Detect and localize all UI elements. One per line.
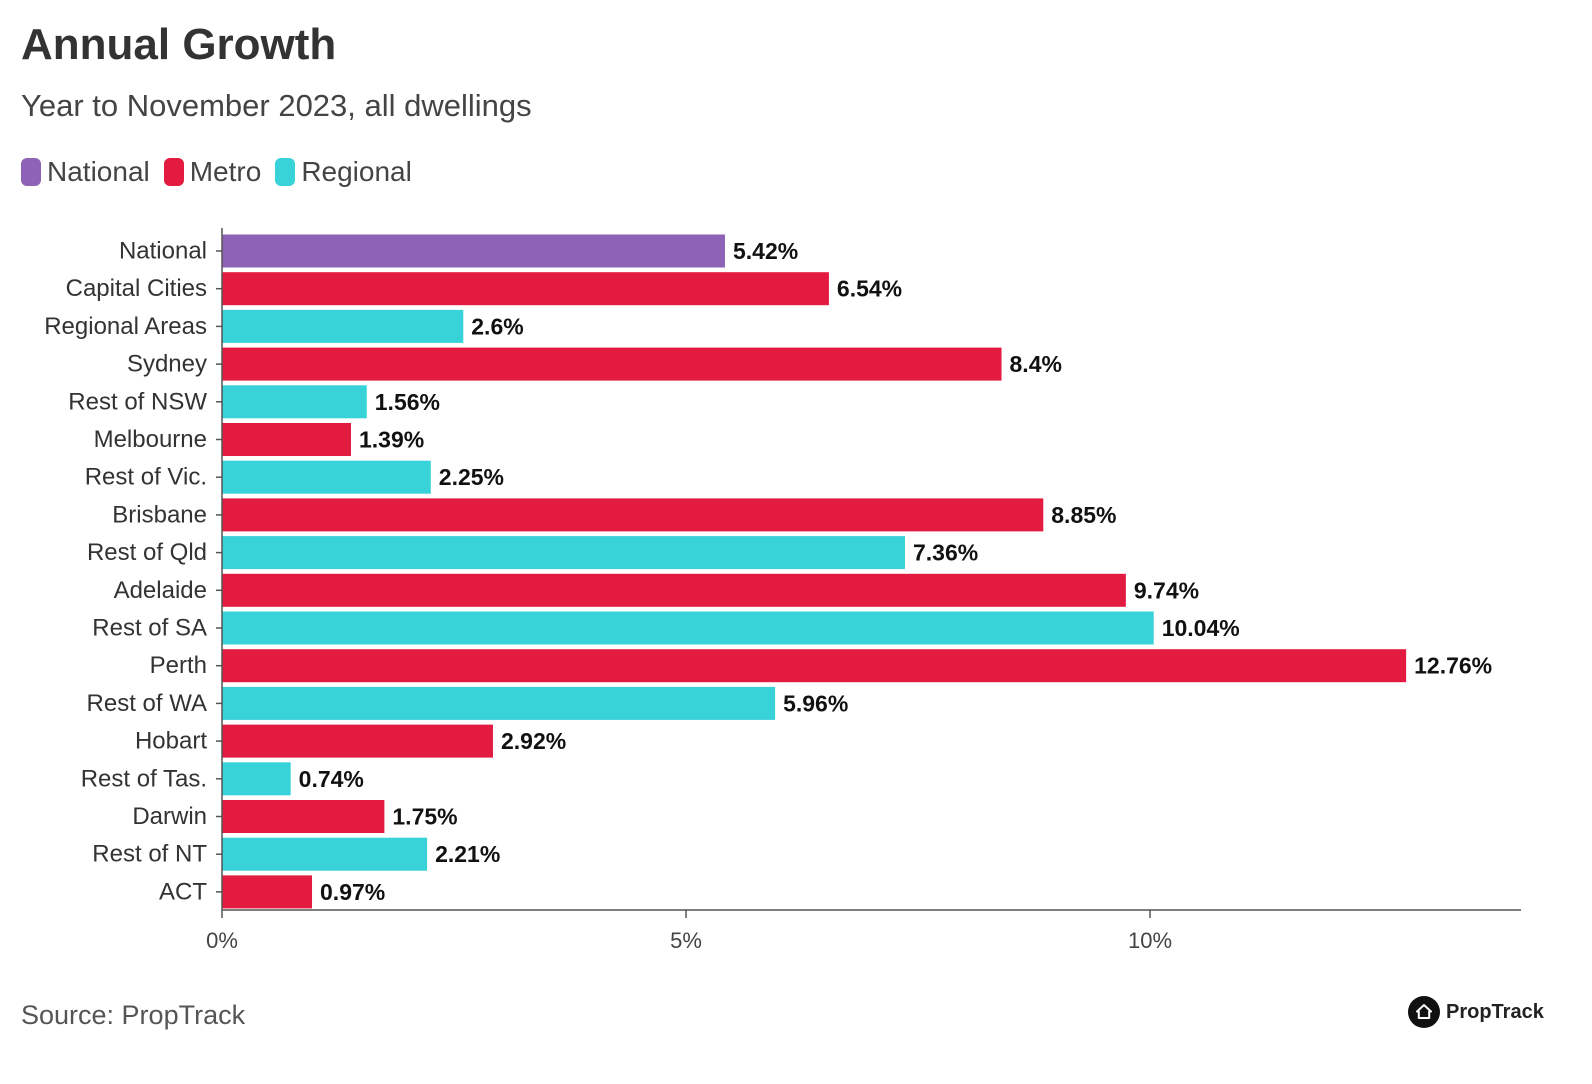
x-tick-label-0: 0% — [206, 928, 238, 953]
value-label-4: 1.56% — [375, 389, 440, 415]
bar-9 — [222, 573, 1126, 607]
value-label-8: 7.36% — [913, 540, 978, 566]
bar-1 — [222, 272, 829, 306]
bar-7 — [222, 498, 1044, 532]
category-label-2: Regional Areas — [44, 313, 207, 340]
brand-name: PropTrack — [1446, 1000, 1544, 1023]
brand-logo: PropTrack — [1408, 996, 1544, 1028]
value-label-12: 5.96% — [783, 690, 848, 716]
bar-6 — [222, 460, 431, 494]
category-label-14: Rest of Tas. — [81, 765, 207, 792]
category-label-3: Sydney — [127, 351, 207, 378]
value-label-11: 12.76% — [1414, 653, 1492, 679]
bar-16 — [222, 837, 428, 871]
category-label-10: Rest of SA — [92, 615, 207, 642]
legend-item-regional: Regional — [275, 156, 412, 188]
category-label-6: Rest of Vic. — [85, 464, 207, 491]
chart-title: Annual Growth — [21, 20, 337, 69]
legend-swatch-metro — [163, 158, 184, 186]
category-label-17: ACT — [159, 878, 207, 905]
chart-subtitle: Year to November 2023, all dwellings — [21, 88, 532, 123]
value-label-17: 0.97% — [320, 879, 385, 905]
value-label-15: 1.75% — [392, 804, 457, 830]
bar-chart: National 5.42% Capital Cities 6.54% Regional… — [44, 228, 1521, 953]
legend-label-national: National — [47, 156, 150, 187]
legend-swatch-regional — [275, 158, 296, 186]
value-label-7: 8.85% — [1051, 502, 1116, 528]
bar-14 — [222, 762, 291, 796]
value-label-2: 2.6% — [471, 313, 523, 339]
value-label-9: 9.74% — [1134, 577, 1199, 603]
x-tick-label-1: 5% — [670, 928, 702, 953]
category-label-8: Rest of Qld — [87, 539, 207, 566]
value-label-3: 8.4% — [1010, 351, 1062, 377]
bar-17 — [222, 875, 313, 909]
category-label-9: Adelaide — [114, 577, 207, 604]
value-label-14: 0.74% — [299, 766, 364, 792]
category-label-1: Capital Cities — [66, 275, 207, 302]
category-label-11: Perth — [150, 652, 207, 679]
bar-10 — [222, 611, 1154, 645]
house-icon — [1408, 996, 1440, 1028]
category-label-0: National — [119, 238, 207, 265]
bar-15 — [222, 800, 385, 833]
value-label-16: 2.21% — [435, 841, 500, 867]
bar-12 — [222, 686, 776, 720]
bar-0 — [222, 234, 725, 268]
bar-13 — [222, 724, 493, 758]
value-label-13: 2.92% — [501, 728, 566, 754]
bar-5 — [222, 423, 351, 456]
category-label-4: Rest of NSW — [68, 388, 207, 415]
x-tick-label-2: 10% — [1128, 928, 1172, 953]
category-label-15: Darwin — [132, 803, 207, 830]
bar-4 — [222, 385, 367, 419]
legend: National Metro Regional — [21, 156, 426, 188]
value-label-0: 5.42% — [733, 238, 798, 264]
source-note: Source: PropTrack — [21, 1000, 246, 1030]
bar-3 — [222, 347, 1002, 381]
category-label-12: Rest of WA — [87, 690, 207, 717]
legend-item-metro: Metro — [163, 156, 262, 188]
category-label-16: Rest of NT — [92, 841, 207, 868]
legend-item-national: National — [21, 156, 150, 188]
value-label-10: 10.04% — [1162, 615, 1240, 641]
legend-label-metro: Metro — [189, 156, 262, 187]
bar-11 — [222, 649, 1407, 683]
legend-swatch-national — [21, 158, 41, 186]
category-label-13: Hobart — [135, 728, 207, 755]
value-label-5: 1.39% — [359, 427, 424, 453]
bar-8 — [222, 536, 906, 570]
category-label-7: Brisbane — [112, 501, 207, 528]
bar-2 — [222, 309, 464, 343]
legend-label-regional: Regional — [301, 156, 412, 187]
category-label-5: Melbourne — [94, 426, 207, 453]
value-label-1: 6.54% — [837, 276, 902, 302]
value-label-6: 2.25% — [439, 464, 504, 490]
